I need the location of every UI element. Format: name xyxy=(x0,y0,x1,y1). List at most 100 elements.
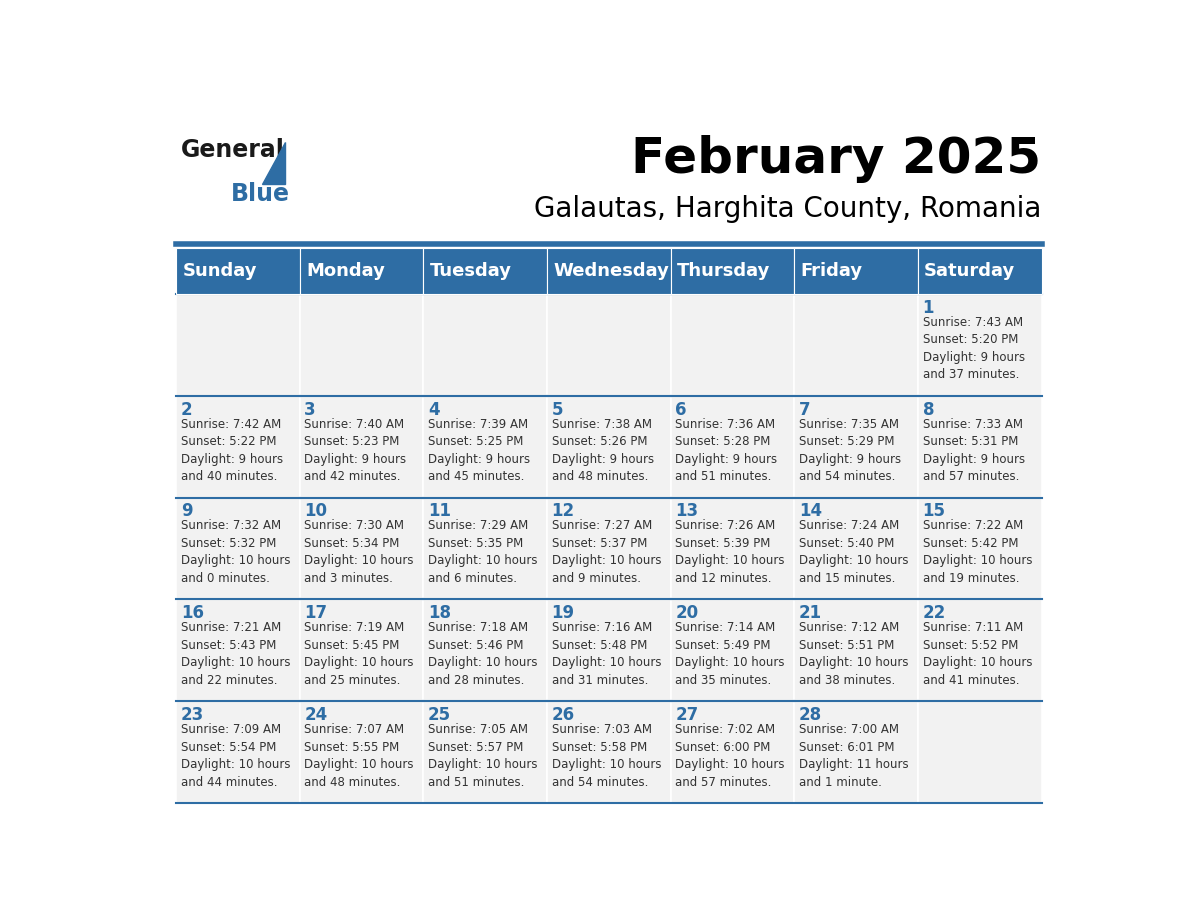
Bar xyxy=(795,599,918,701)
Text: 26: 26 xyxy=(551,706,575,724)
Bar xyxy=(546,701,671,803)
Text: Sunrise: 7:38 AM
Sunset: 5:26 PM
Daylight: 9 hours
and 48 minutes.: Sunrise: 7:38 AM Sunset: 5:26 PM Dayligh… xyxy=(551,418,653,483)
Text: 24: 24 xyxy=(304,706,328,724)
Text: Sunrise: 7:43 AM
Sunset: 5:20 PM
Daylight: 9 hours
and 37 minutes.: Sunrise: 7:43 AM Sunset: 5:20 PM Dayligh… xyxy=(923,316,1025,381)
Text: February 2025: February 2025 xyxy=(632,135,1042,183)
Text: Sunday: Sunday xyxy=(182,262,257,280)
Text: Sunrise: 7:29 AM
Sunset: 5:35 PM
Daylight: 10 hours
and 6 minutes.: Sunrise: 7:29 AM Sunset: 5:35 PM Dayligh… xyxy=(428,520,537,585)
Bar xyxy=(918,248,1042,294)
Bar xyxy=(423,498,546,599)
Text: Sunrise: 7:07 AM
Sunset: 5:55 PM
Daylight: 10 hours
and 48 minutes.: Sunrise: 7:07 AM Sunset: 5:55 PM Dayligh… xyxy=(304,723,413,789)
Bar xyxy=(176,498,299,599)
Bar xyxy=(176,294,299,396)
Text: 20: 20 xyxy=(675,604,699,622)
Text: Tuesday: Tuesday xyxy=(430,262,512,280)
Text: 23: 23 xyxy=(181,706,204,724)
Bar xyxy=(546,599,671,701)
Bar xyxy=(671,498,795,599)
Text: Sunrise: 7:16 AM
Sunset: 5:48 PM
Daylight: 10 hours
and 31 minutes.: Sunrise: 7:16 AM Sunset: 5:48 PM Dayligh… xyxy=(551,621,662,687)
Bar xyxy=(299,248,423,294)
Bar xyxy=(299,396,423,498)
Text: Sunrise: 7:00 AM
Sunset: 6:01 PM
Daylight: 11 hours
and 1 minute.: Sunrise: 7:00 AM Sunset: 6:01 PM Dayligh… xyxy=(798,723,909,789)
Bar xyxy=(423,294,546,396)
Bar xyxy=(299,599,423,701)
Text: 19: 19 xyxy=(551,604,575,622)
Bar xyxy=(795,248,918,294)
Bar xyxy=(546,396,671,498)
Bar xyxy=(299,294,423,396)
Text: Sunrise: 7:19 AM
Sunset: 5:45 PM
Daylight: 10 hours
and 25 minutes.: Sunrise: 7:19 AM Sunset: 5:45 PM Dayligh… xyxy=(304,621,413,687)
Bar xyxy=(918,294,1042,396)
Bar xyxy=(176,701,299,803)
Bar xyxy=(918,599,1042,701)
Text: Thursday: Thursday xyxy=(677,262,770,280)
Text: 6: 6 xyxy=(675,400,687,419)
Bar xyxy=(795,701,918,803)
Text: Sunrise: 7:30 AM
Sunset: 5:34 PM
Daylight: 10 hours
and 3 minutes.: Sunrise: 7:30 AM Sunset: 5:34 PM Dayligh… xyxy=(304,520,413,585)
Text: 22: 22 xyxy=(923,604,946,622)
Text: Monday: Monday xyxy=(307,262,385,280)
Bar xyxy=(918,701,1042,803)
Text: Sunrise: 7:24 AM
Sunset: 5:40 PM
Daylight: 10 hours
and 15 minutes.: Sunrise: 7:24 AM Sunset: 5:40 PM Dayligh… xyxy=(798,520,909,585)
Text: 18: 18 xyxy=(428,604,451,622)
Text: Sunrise: 7:27 AM
Sunset: 5:37 PM
Daylight: 10 hours
and 9 minutes.: Sunrise: 7:27 AM Sunset: 5:37 PM Dayligh… xyxy=(551,520,662,585)
Bar xyxy=(423,701,546,803)
Text: Wednesday: Wednesday xyxy=(554,262,669,280)
Text: 25: 25 xyxy=(428,706,451,724)
Text: 14: 14 xyxy=(798,502,822,521)
Text: 17: 17 xyxy=(304,604,328,622)
Text: Sunrise: 7:26 AM
Sunset: 5:39 PM
Daylight: 10 hours
and 12 minutes.: Sunrise: 7:26 AM Sunset: 5:39 PM Dayligh… xyxy=(675,520,785,585)
Bar xyxy=(671,294,795,396)
Text: Sunrise: 7:21 AM
Sunset: 5:43 PM
Daylight: 10 hours
and 22 minutes.: Sunrise: 7:21 AM Sunset: 5:43 PM Dayligh… xyxy=(181,621,290,687)
Bar xyxy=(176,248,299,294)
Text: Sunrise: 7:14 AM
Sunset: 5:49 PM
Daylight: 10 hours
and 35 minutes.: Sunrise: 7:14 AM Sunset: 5:49 PM Dayligh… xyxy=(675,621,785,687)
Bar xyxy=(671,701,795,803)
Bar xyxy=(176,396,299,498)
Bar xyxy=(671,599,795,701)
Text: Sunrise: 7:09 AM
Sunset: 5:54 PM
Daylight: 10 hours
and 44 minutes.: Sunrise: 7:09 AM Sunset: 5:54 PM Dayligh… xyxy=(181,723,290,789)
Text: 27: 27 xyxy=(675,706,699,724)
Text: 13: 13 xyxy=(675,502,699,521)
Text: Galautas, Harghita County, Romania: Galautas, Harghita County, Romania xyxy=(535,195,1042,223)
Text: Saturday: Saturday xyxy=(924,262,1016,280)
Bar xyxy=(795,294,918,396)
Text: 28: 28 xyxy=(798,706,822,724)
Text: Sunrise: 7:35 AM
Sunset: 5:29 PM
Daylight: 9 hours
and 54 minutes.: Sunrise: 7:35 AM Sunset: 5:29 PM Dayligh… xyxy=(798,418,901,483)
Bar xyxy=(671,248,795,294)
Text: Sunrise: 7:36 AM
Sunset: 5:28 PM
Daylight: 9 hours
and 51 minutes.: Sunrise: 7:36 AM Sunset: 5:28 PM Dayligh… xyxy=(675,418,777,483)
Bar xyxy=(546,248,671,294)
Text: Sunrise: 7:02 AM
Sunset: 6:00 PM
Daylight: 10 hours
and 57 minutes.: Sunrise: 7:02 AM Sunset: 6:00 PM Dayligh… xyxy=(675,723,785,789)
Text: Sunrise: 7:33 AM
Sunset: 5:31 PM
Daylight: 9 hours
and 57 minutes.: Sunrise: 7:33 AM Sunset: 5:31 PM Dayligh… xyxy=(923,418,1025,483)
Text: Sunrise: 7:05 AM
Sunset: 5:57 PM
Daylight: 10 hours
and 51 minutes.: Sunrise: 7:05 AM Sunset: 5:57 PM Dayligh… xyxy=(428,723,537,789)
Text: 5: 5 xyxy=(551,400,563,419)
Text: 11: 11 xyxy=(428,502,451,521)
Bar xyxy=(795,396,918,498)
Text: Sunrise: 7:03 AM
Sunset: 5:58 PM
Daylight: 10 hours
and 54 minutes.: Sunrise: 7:03 AM Sunset: 5:58 PM Dayligh… xyxy=(551,723,662,789)
Text: 4: 4 xyxy=(428,400,440,419)
Bar xyxy=(918,396,1042,498)
Text: Sunrise: 7:18 AM
Sunset: 5:46 PM
Daylight: 10 hours
and 28 minutes.: Sunrise: 7:18 AM Sunset: 5:46 PM Dayligh… xyxy=(428,621,537,687)
Text: 7: 7 xyxy=(798,400,810,419)
Text: 12: 12 xyxy=(551,502,575,521)
Bar xyxy=(423,396,546,498)
Bar xyxy=(546,498,671,599)
Text: 15: 15 xyxy=(923,502,946,521)
Text: 2: 2 xyxy=(181,400,192,419)
Bar xyxy=(176,599,299,701)
Text: Sunrise: 7:22 AM
Sunset: 5:42 PM
Daylight: 10 hours
and 19 minutes.: Sunrise: 7:22 AM Sunset: 5:42 PM Dayligh… xyxy=(923,520,1032,585)
Bar xyxy=(671,396,795,498)
Bar xyxy=(423,599,546,701)
Text: Blue: Blue xyxy=(232,183,290,207)
Bar xyxy=(795,498,918,599)
Text: Sunrise: 7:12 AM
Sunset: 5:51 PM
Daylight: 10 hours
and 38 minutes.: Sunrise: 7:12 AM Sunset: 5:51 PM Dayligh… xyxy=(798,621,909,687)
Text: 16: 16 xyxy=(181,604,203,622)
Bar xyxy=(546,294,671,396)
Bar xyxy=(918,498,1042,599)
Text: 10: 10 xyxy=(304,502,328,521)
Text: 21: 21 xyxy=(798,604,822,622)
Text: Friday: Friday xyxy=(801,262,862,280)
Polygon shape xyxy=(261,142,285,185)
Text: General: General xyxy=(181,139,285,162)
Text: 1: 1 xyxy=(923,299,934,317)
Bar xyxy=(299,701,423,803)
